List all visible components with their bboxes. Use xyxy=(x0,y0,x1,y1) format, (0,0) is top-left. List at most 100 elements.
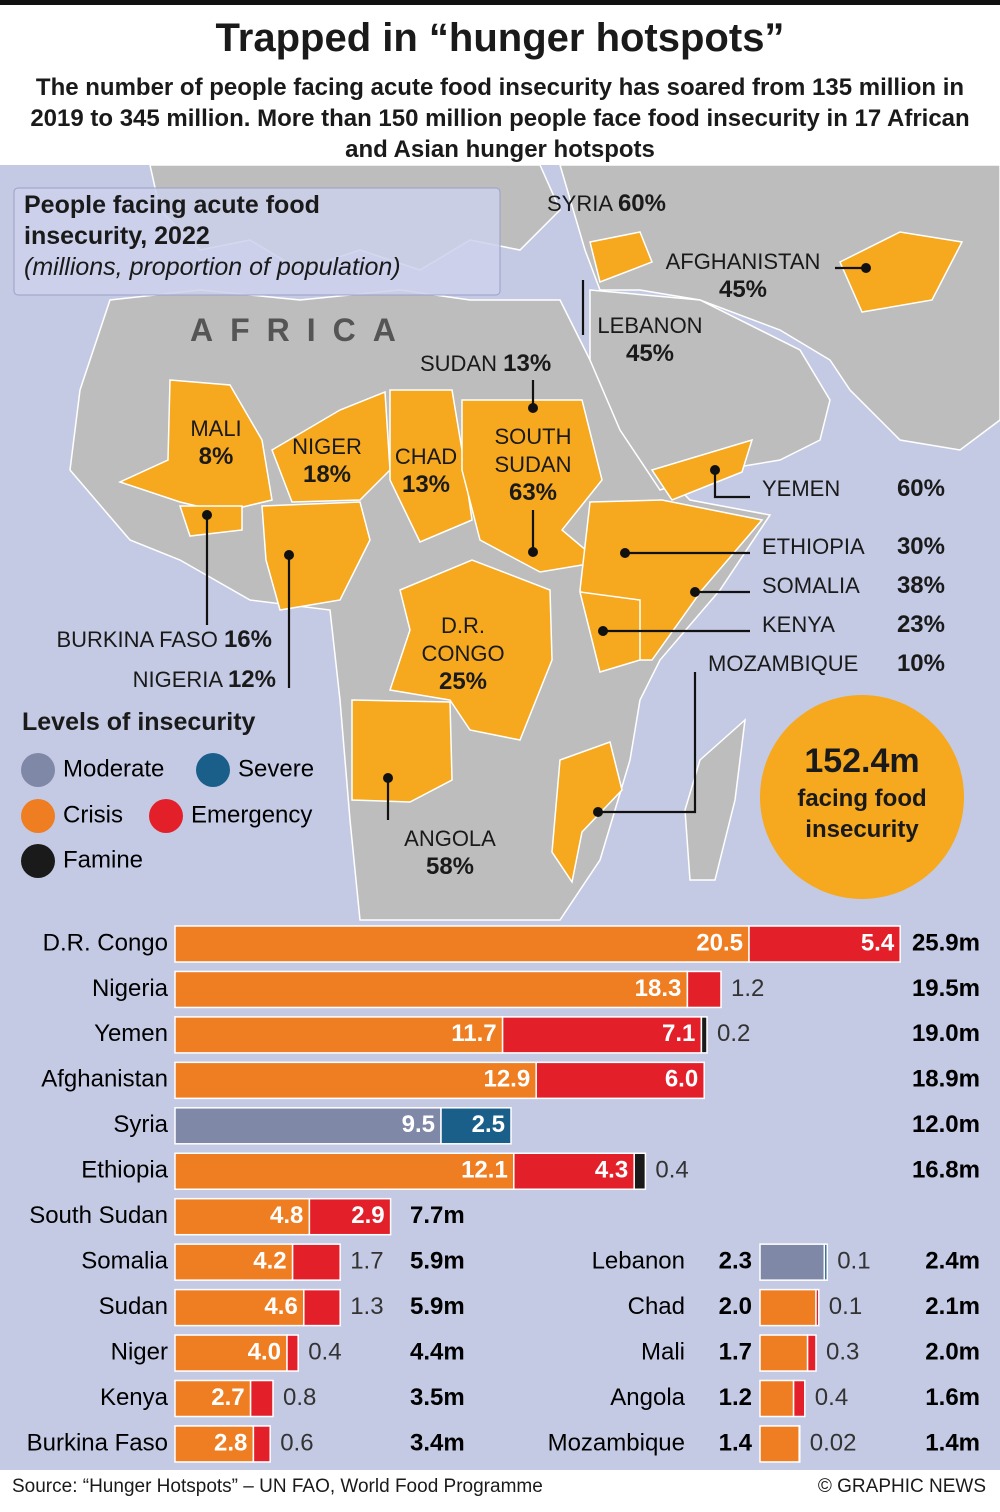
category-label: Mali xyxy=(641,1338,685,1365)
total-label: 2.4m xyxy=(925,1247,980,1274)
bar-segment xyxy=(174,1288,305,1327)
bar-segment xyxy=(748,925,901,963)
value-label: 0.1 xyxy=(829,1293,862,1320)
country xyxy=(351,699,453,803)
country-share: 16% xyxy=(223,626,272,653)
region-label: AFRICA xyxy=(190,312,413,348)
category-label: Yemen xyxy=(94,1020,168,1047)
land xyxy=(589,289,831,491)
country xyxy=(551,741,623,884)
credit: © GRAPHIC NEWS xyxy=(817,1476,986,1497)
map-label: ANGOLA 58% xyxy=(390,825,510,881)
bar-segment xyxy=(535,1061,705,1100)
country-share: 25% xyxy=(438,668,488,695)
category-label: Ethiopia xyxy=(81,1157,168,1184)
country xyxy=(650,438,754,501)
total-label: 25.9m xyxy=(912,929,980,956)
category-label: Angola xyxy=(610,1384,685,1411)
value-label: 0.6 xyxy=(280,1429,313,1456)
country xyxy=(589,231,653,284)
category-label: Nigeria xyxy=(92,975,169,1002)
map-label: NIGER 18% xyxy=(277,433,377,489)
country xyxy=(389,389,473,543)
value-label: 20.5 xyxy=(696,929,743,956)
country-name: D.R. CONGO xyxy=(421,613,505,666)
country-name: ANGOLA xyxy=(404,826,496,851)
bar-segment xyxy=(174,925,750,963)
bar-segment xyxy=(249,1379,274,1418)
value-label: 0.4 xyxy=(815,1384,848,1411)
value-label: 4.3 xyxy=(595,1157,628,1184)
legend-label: Severe xyxy=(238,755,314,782)
total-label: 7.7m xyxy=(410,1202,465,1229)
value-label: 2.9 xyxy=(351,1202,384,1229)
map-label: SOUTH SUDAN 63% xyxy=(478,423,588,507)
map-label: KENYA 23% xyxy=(762,611,945,639)
total-label: 16.8m xyxy=(912,1157,980,1184)
bar-segment xyxy=(759,1243,826,1281)
total-value: 152.4m xyxy=(804,742,920,780)
value-label: 4.2 xyxy=(253,1247,286,1274)
country-share: 13% xyxy=(401,471,451,498)
bar-segment xyxy=(700,1016,708,1054)
key-note: (millions, proportion of population) xyxy=(24,253,401,281)
map-label: MALI 8% xyxy=(171,415,261,471)
country-name: MOZAMBIQUE xyxy=(708,651,859,676)
bar-segment xyxy=(303,1288,341,1327)
category-label: Lebanon xyxy=(592,1247,685,1274)
total-label: 12.0m xyxy=(912,1111,980,1138)
total-badge xyxy=(760,695,964,899)
country-share: 58% xyxy=(425,853,475,880)
country-share: 8% xyxy=(198,443,234,470)
category-label: South Sudan xyxy=(29,1202,168,1229)
category-label: Sudan xyxy=(99,1293,168,1320)
value-label: 2.0 xyxy=(719,1293,752,1320)
map-label: SYRIA 60% xyxy=(547,190,666,218)
source: Source: “Hunger Hotspots” – UN FAO, Worl… xyxy=(12,1476,543,1497)
map xyxy=(13,164,1000,921)
value-label: 2.3 xyxy=(719,1247,752,1274)
leader-dots xyxy=(202,263,871,817)
value-label: 2.5 xyxy=(472,1111,505,1138)
legend-label: Crisis xyxy=(63,801,123,828)
value-label: 1.4 xyxy=(719,1429,753,1456)
legend-title: Levels of insecurity xyxy=(22,708,256,736)
subtitle: The number of people facing acute food i… xyxy=(30,74,970,163)
country-share: 45% xyxy=(718,276,768,303)
country-share: 60% xyxy=(617,190,666,217)
map-label: ETHIOPIA 30% xyxy=(762,533,945,561)
bar-segment xyxy=(174,1425,255,1463)
total-label: 3.4m xyxy=(410,1429,465,1456)
map-label: AFGHANISTAN 45% xyxy=(643,248,843,304)
legend-swatch xyxy=(149,799,183,833)
map-label: BURKINA FASO 16% xyxy=(56,626,272,654)
value-label: 0.8 xyxy=(283,1384,316,1411)
country-name: YEMEN xyxy=(762,476,841,501)
country-name: CHAD xyxy=(394,444,458,469)
country-share: 13% xyxy=(503,350,552,377)
bar-segment xyxy=(308,1197,392,1236)
country-name: SYRIA xyxy=(547,191,612,216)
bar-segment xyxy=(291,1243,341,1281)
value-label: 5.4 xyxy=(861,929,895,956)
category-label: Syria xyxy=(113,1111,168,1138)
country xyxy=(389,559,553,741)
total-label: 19.0m xyxy=(912,1020,980,1047)
bar-segment xyxy=(792,1379,806,1418)
bar-segment xyxy=(440,1107,512,1145)
total-label: 4.4m xyxy=(410,1338,465,1365)
category-label: Chad xyxy=(628,1293,685,1320)
value-label: 4.6 xyxy=(264,1293,297,1320)
key-title: People facing acute food insecurity, 202… xyxy=(24,191,320,250)
country-name: SOMALIA xyxy=(762,573,860,598)
bar-segment xyxy=(815,1288,820,1327)
value-label: 12.1 xyxy=(461,1157,508,1184)
total-label: 5.9m xyxy=(410,1247,465,1274)
category-label: Niger xyxy=(111,1338,168,1365)
value-label: 1.7 xyxy=(719,1338,752,1365)
land xyxy=(684,718,746,881)
value-label: 7.1 xyxy=(662,1020,695,1047)
country-share: 63% xyxy=(508,479,558,506)
leader-line xyxy=(205,266,866,820)
country-share: 10% xyxy=(896,650,945,677)
